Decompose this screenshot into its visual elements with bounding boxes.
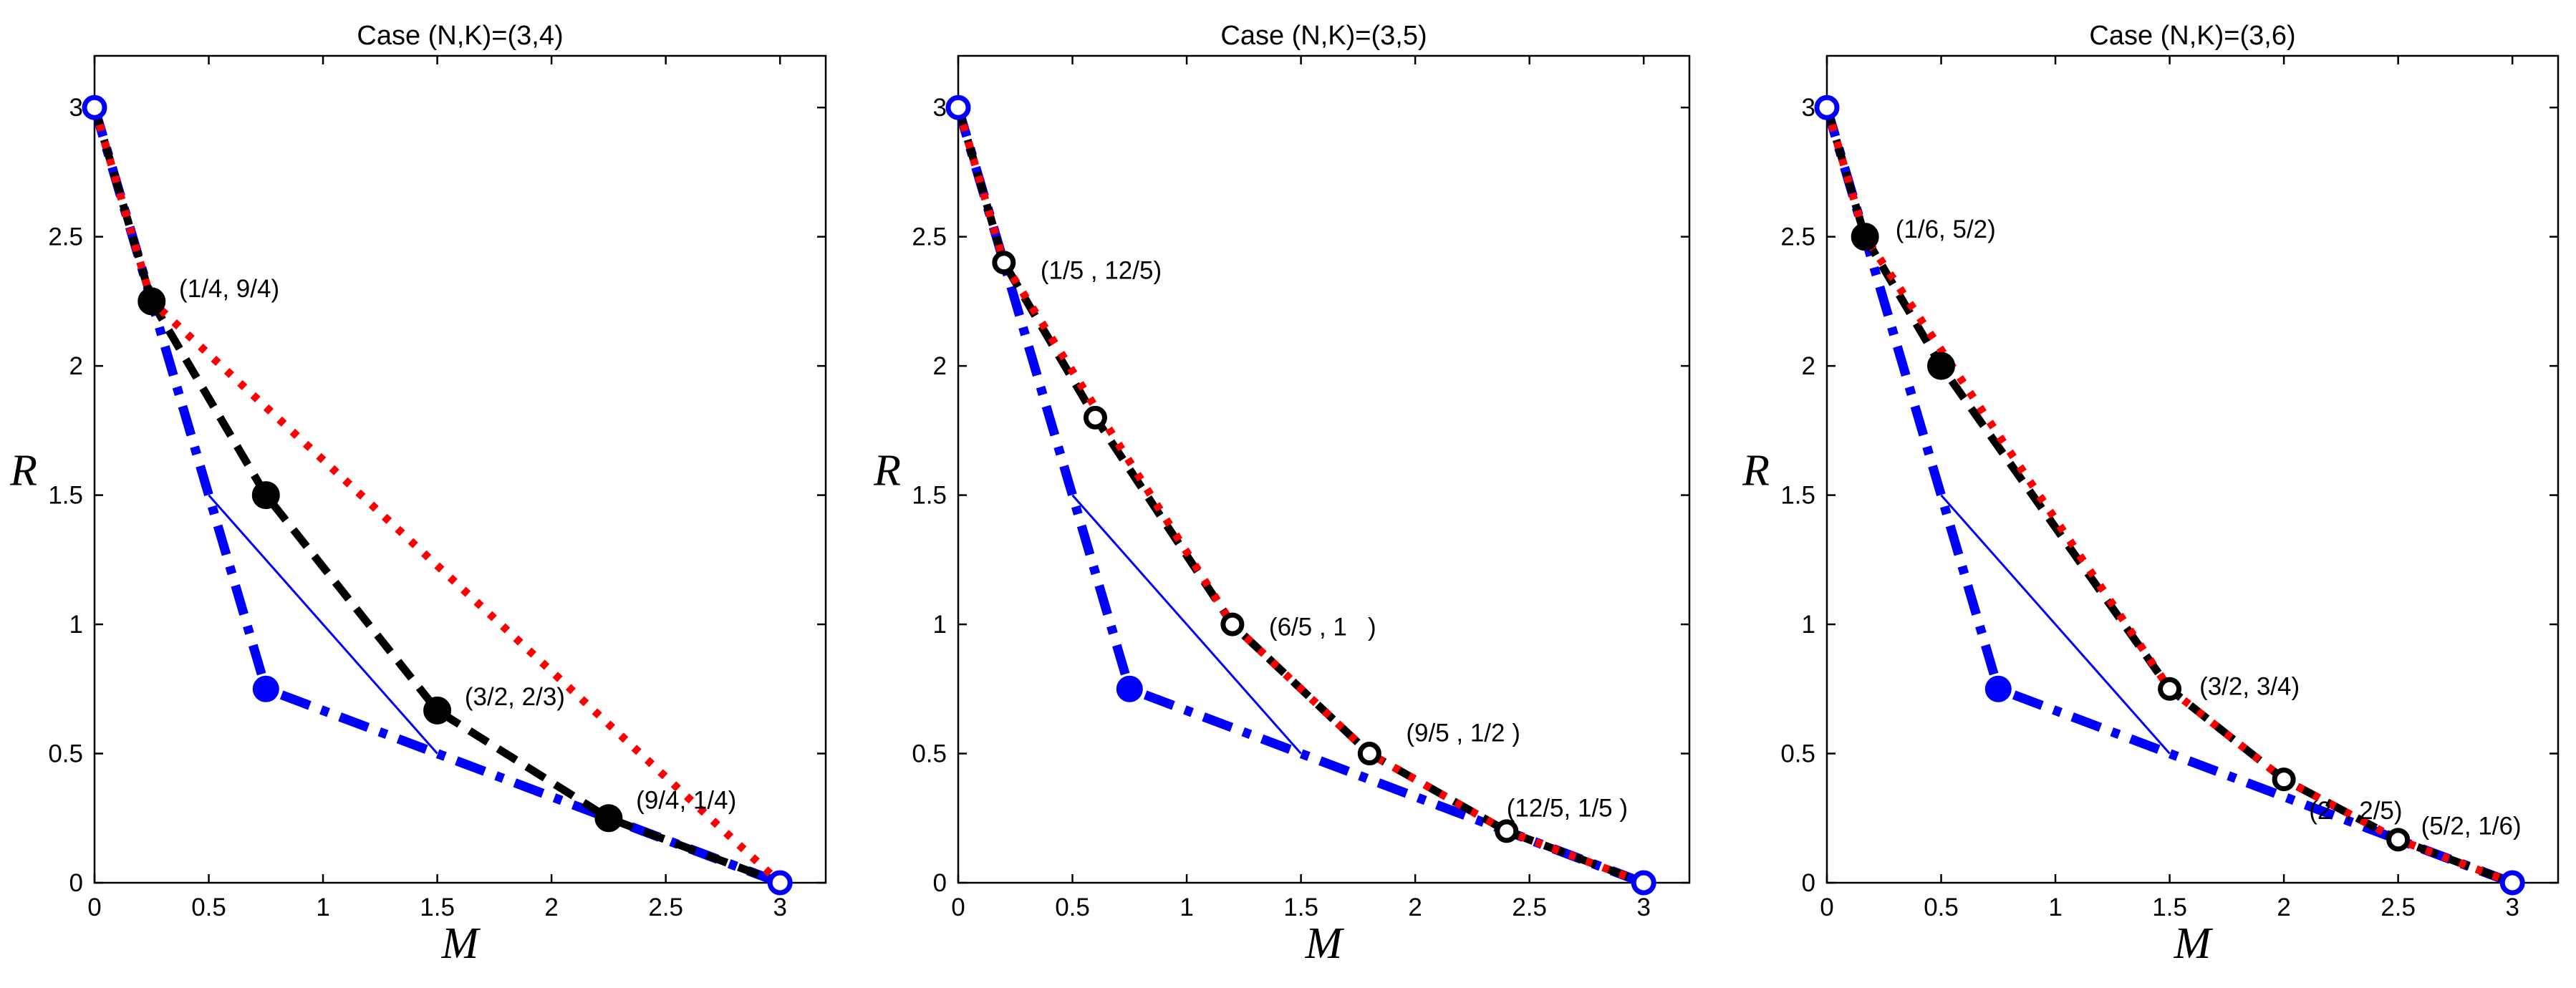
marker-black-dashed: [251, 481, 280, 510]
plot-frame: [957, 54, 1691, 884]
y-tick-label: 3: [69, 94, 83, 122]
series-line-red-dotted: [954, 106, 1646, 887]
point-annotation: (1/4, 9/4): [179, 275, 279, 303]
point-annotation: (1/6, 5/2): [1896, 215, 1996, 243]
y-axis-label: R: [1742, 447, 1770, 495]
marker-black-dashed: [2158, 677, 2182, 701]
x-tick-label: 0: [1820, 893, 1833, 921]
point-annotation: (9/5 , 1/2 ): [1406, 720, 1520, 747]
marker-blue-dashdot: [1984, 675, 2012, 702]
y-axis-label: R: [873, 447, 901, 495]
y-tick-label: 0.5: [912, 740, 947, 768]
x-tick-label: 1.5: [420, 893, 455, 921]
marker-black-dashed: [1083, 405, 1107, 430]
y-tick-label: 0.5: [48, 740, 83, 768]
y-tick-label: 2.5: [912, 223, 947, 251]
x-tick-label: 3: [2505, 893, 2519, 921]
x-tick-label: 2.5: [648, 893, 683, 921]
plot-frame: [93, 54, 827, 884]
x-tick-label: 2.5: [2380, 893, 2416, 921]
x-axis-label: M: [1305, 919, 1345, 968]
y-tick-label: 2: [69, 352, 83, 380]
marker-black-dashed: [1851, 223, 1879, 251]
marker-black-dashed: [423, 696, 452, 725]
x-tick-label: 0.5: [1055, 893, 1090, 921]
x-axis-label: M: [441, 919, 481, 968]
series-line-blue-thin: [1071, 494, 1302, 755]
y-tick-label: 1: [1802, 611, 1815, 639]
point-annotation: (9/4, 1/4): [636, 787, 736, 815]
y-axis-label: R: [9, 447, 37, 495]
x-tick-label: 0.5: [191, 893, 226, 921]
x-tick-label: 1.5: [2152, 893, 2187, 921]
y-tick-label: 3: [933, 94, 947, 122]
point-annotation: (2 , 2/5): [2309, 797, 2402, 825]
marker-black-dashed: [1927, 352, 1956, 380]
x-tick-label: 2: [2277, 893, 2290, 921]
marker-blue-dashdot: [767, 870, 793, 896]
y-tick-label: 1.5: [48, 482, 83, 510]
marker-blue-dashdot: [82, 95, 107, 120]
chart-title: Case (N,K)=(3,5): [1220, 21, 1427, 51]
x-tick-label: 2: [544, 893, 558, 921]
plot-frame: [1825, 54, 2560, 884]
marker-blue-dashdot: [2499, 870, 2525, 896]
x-axis-label: M: [2174, 919, 2214, 968]
marker-black-dashed: [1220, 612, 1245, 636]
marker-blue-dashdot: [945, 95, 971, 120]
series-line-blue-thin: [1940, 494, 2171, 755]
marker-blue-dashdot: [252, 675, 279, 702]
x-tick-label: 3: [773, 893, 786, 921]
series-line-blue-thin: [208, 494, 438, 755]
x-tick-label: 0: [951, 893, 965, 921]
marker-black-dashed: [992, 251, 1016, 275]
point-annotation: (3/2, 3/4): [2199, 673, 2300, 701]
y-tick-label: 2.5: [48, 223, 83, 251]
marker-black-dashed: [1357, 742, 1381, 766]
series-line-black-dashed: [90, 106, 782, 887]
marker-black-dashed: [1495, 819, 1519, 843]
marker-black-dashed: [2272, 767, 2296, 792]
chart-panel-2: 0 0.5 1 1.5 2 2.5 3 0 0.5 1 1.5 2 2.5 3 Case (N,K)=(3,…: [873, 21, 1691, 968]
marker-black-dashed: [594, 804, 623, 833]
chart-title: Case (N,K)=(3,4): [357, 21, 563, 51]
x-tick-label: 1.5: [1283, 893, 1318, 921]
x-tick-label: 0.5: [1924, 893, 1959, 921]
y-tick-label: 0: [933, 869, 947, 897]
point-annotation: (5/2, 1/6): [2421, 813, 2522, 841]
x-tick-label: 0: [87, 893, 101, 921]
x-tick-label: 1: [316, 893, 329, 921]
y-tick-label: 1: [933, 611, 947, 639]
y-tick-label: 2: [1802, 352, 1815, 380]
chart-panel-1: 0 0.5 1 1.5 2 2.5 3 0 0.5 1 1.5 2 2.5 3 Case (N,K)=(3,…: [9, 21, 827, 968]
marker-blue-dashdot: [1631, 870, 1656, 896]
x-tick-label: 2.5: [1512, 893, 1547, 921]
y-tick-label: 2: [933, 352, 947, 380]
point-annotation: (12/5, 1/5 ): [1507, 794, 1628, 822]
x-tick-label: 1: [1180, 893, 1193, 921]
point-annotation: (3/2, 2/3): [465, 683, 565, 711]
marker-blue-dashdot: [1814, 95, 1840, 120]
y-tick-label: 2.5: [1780, 223, 1815, 251]
y-tick-label: 0: [1802, 869, 1815, 897]
point-annotation: (6/5 , 1 ): [1269, 614, 1376, 641]
x-tick-label: 2: [1408, 893, 1422, 921]
y-tick-label: 0: [69, 869, 83, 897]
y-tick-label: 1: [69, 611, 83, 639]
point-annotation: (1/5 , 12/5): [1041, 257, 1162, 285]
series-line-red-dotted: [1823, 106, 2514, 887]
y-tick-label: 1.5: [912, 482, 947, 510]
y-tick-label: 3: [1802, 94, 1815, 122]
chart-panel-3: 0 0.5 1 1.5 2 2.5 3 0 0.5 1 1.5 2 2.5 3 Case (N,K)=(3,…: [1742, 21, 2560, 968]
y-tick-label: 0.5: [1780, 740, 1815, 768]
y-tick-label: 1.5: [1780, 482, 1815, 510]
chart-title: Case (N,K)=(3,6): [2089, 21, 2295, 51]
marker-blue-dashdot: [1116, 675, 1143, 702]
x-tick-label: 1: [2048, 893, 2062, 921]
x-tick-label: 3: [1636, 893, 1650, 921]
marker-black-dashed: [2386, 828, 2411, 852]
marker-black-dashed: [138, 287, 166, 316]
